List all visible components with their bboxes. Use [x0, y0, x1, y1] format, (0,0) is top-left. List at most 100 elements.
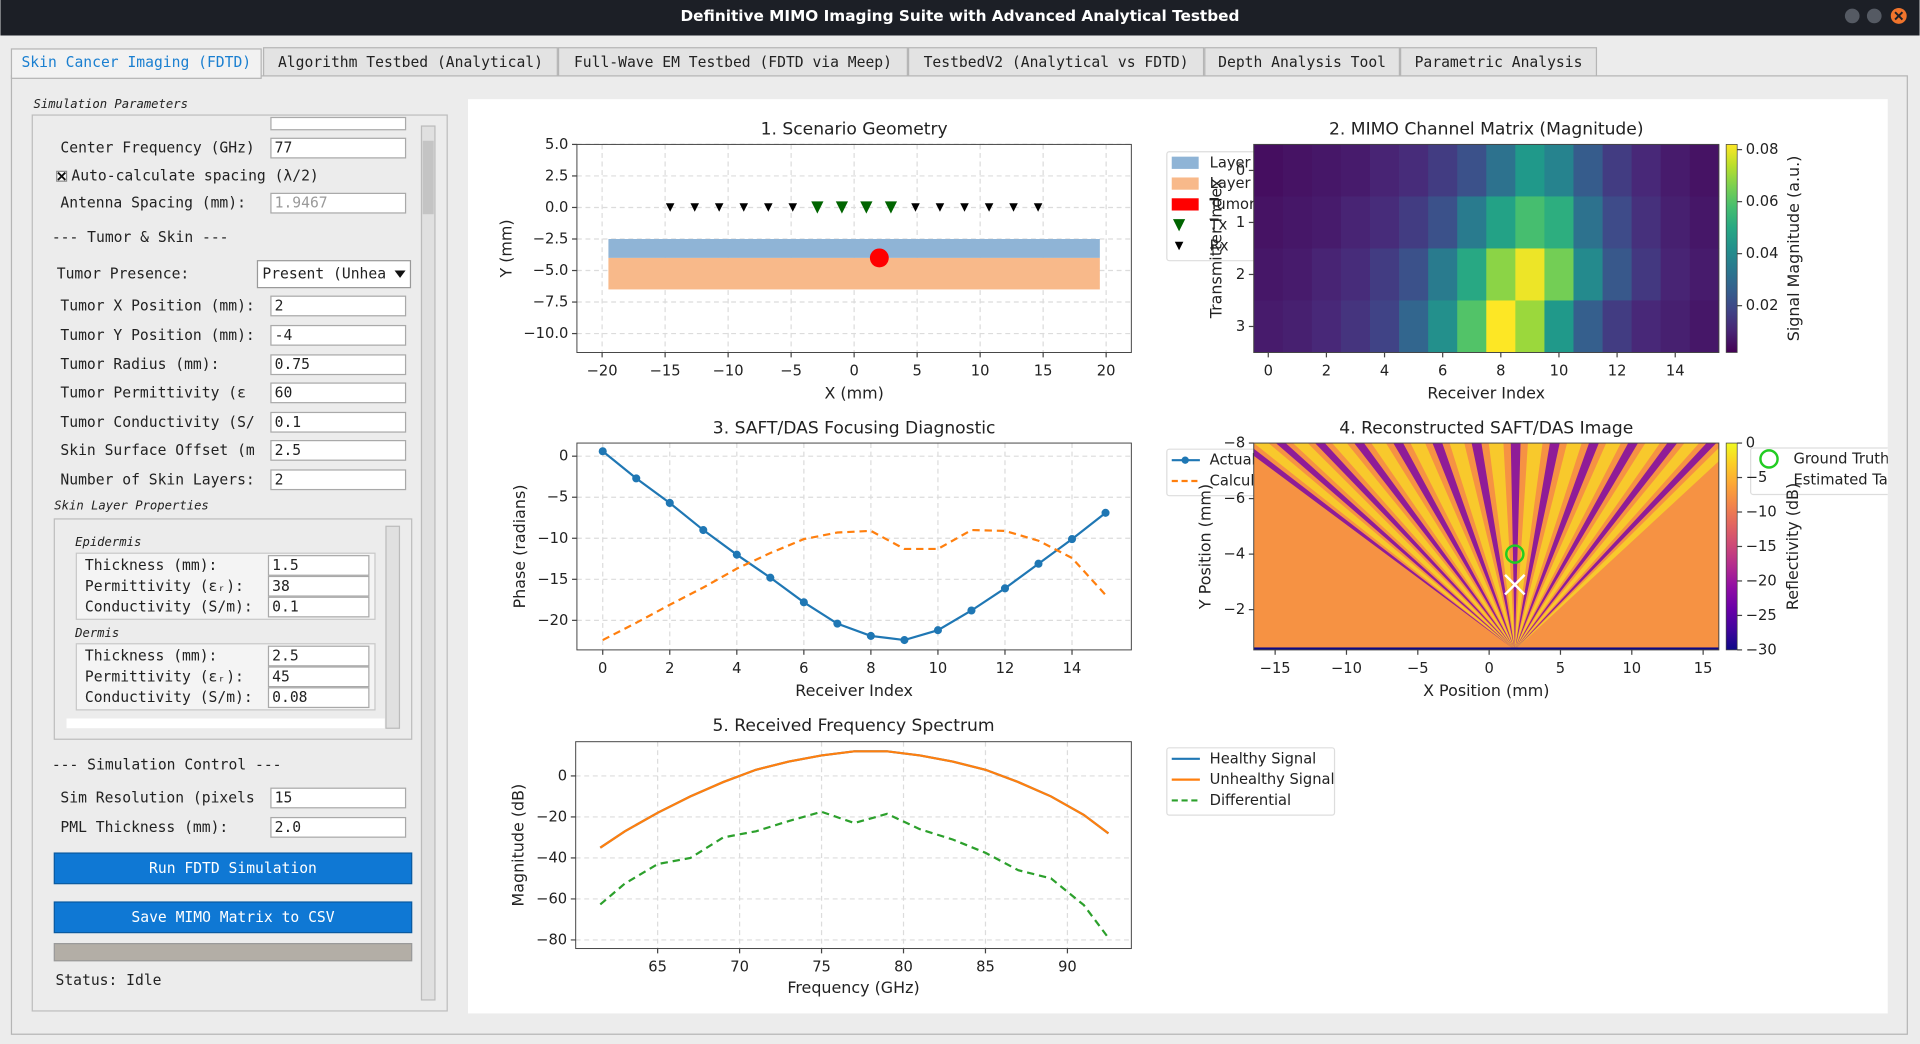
y-tick-label: 0.0	[545, 199, 568, 216]
x-tick-label: −5	[780, 362, 802, 379]
chart: 1. Scenario Geometry X (mm) Y (mm) Layer Lay…	[496, 120, 1266, 402]
text-input[interactable]	[270, 439, 407, 461]
field-value: 0.1	[275, 414, 302, 431]
x-tick-label: 15	[1034, 362, 1053, 379]
tab[interactable]	[557, 47, 908, 77]
scrollbar-thumb[interactable]	[422, 140, 434, 215]
field-value: -4	[275, 327, 293, 344]
text-input[interactable]	[270, 816, 407, 838]
field-label: Antenna Spacing (mm):	[60, 195, 246, 212]
y-tick-label: −60	[536, 890, 567, 907]
heatmap-cell	[1660, 196, 1691, 249]
text-input[interactable]	[270, 354, 407, 376]
heatmap-cell	[1311, 300, 1342, 353]
heatmap-cell	[1282, 300, 1313, 353]
heatmap-cell	[1631, 248, 1662, 301]
tab[interactable]	[262, 47, 558, 77]
rx-marker	[1033, 203, 1043, 212]
legend-marker	[1760, 471, 1778, 488]
field-value: 0.1	[272, 599, 299, 616]
x-tick-label: 5	[912, 362, 921, 379]
ground-truth-marker	[1505, 544, 1525, 564]
dropdown-value: Present (Unhea	[262, 266, 386, 283]
x-tick-label: 12	[1608, 362, 1627, 379]
field-label: Permittivity (εᵣ):	[85, 578, 244, 595]
tab[interactable]	[907, 47, 1205, 77]
text-input[interactable]	[267, 645, 370, 667]
text-input[interactable]	[267, 596, 370, 618]
field-value: 2	[275, 471, 284, 488]
text-input[interactable]	[270, 382, 407, 404]
text-input[interactable]	[270, 787, 407, 809]
image-edge	[1253, 647, 1719, 650]
field-value: 0.75	[275, 356, 310, 373]
chart: 3. SAFT/DAS Focusing Diagnostic Receiver …	[510, 418, 1266, 700]
button-label: Run FDTD Simulation	[149, 860, 317, 877]
heatmap-cell	[1253, 196, 1284, 249]
y-axis-label: Phase (radians)	[510, 485, 529, 609]
heatmap-cell	[1428, 196, 1458, 249]
y-tick-label: −7.5	[533, 294, 569, 311]
text-input[interactable]	[267, 555, 370, 576]
heatmap-cell	[1311, 144, 1342, 197]
field-value: 77	[275, 140, 293, 157]
field-value: 1.9467	[275, 195, 328, 212]
text-input[interactable]	[270, 137, 407, 159]
tx-marker	[835, 201, 849, 214]
text-input[interactable]	[267, 666, 370, 688]
legend-label: Differential	[1210, 792, 1291, 809]
x-tick-label: −10	[713, 362, 744, 379]
y-axis-label: Magnitude (dB)	[509, 784, 528, 907]
series-marker	[866, 631, 875, 640]
text-input[interactable]	[270, 192, 407, 214]
tab-label: Depth Analysis Tool	[1218, 54, 1386, 71]
heatmap-cell	[1515, 144, 1545, 197]
tab[interactable]	[10, 48, 262, 79]
button[interactable]	[53, 852, 413, 885]
legend-label: Rx	[1210, 238, 1229, 255]
tab[interactable]	[1204, 47, 1400, 77]
heatmap-cell	[1486, 248, 1516, 301]
heatmap-cell	[1340, 300, 1371, 353]
text-input[interactable]	[270, 295, 407, 317]
legend-label: Healthy Signal	[1210, 750, 1317, 767]
x-axis-label: X (mm)	[824, 383, 883, 402]
rx-marker	[960, 203, 969, 212]
field-value: 0.08	[272, 689, 307, 706]
axes-frame	[575, 741, 1132, 950]
legend-marker	[1174, 241, 1184, 251]
check-mark	[57, 171, 66, 181]
maximize-button[interactable]	[1866, 8, 1882, 24]
text-input[interactable]	[270, 469, 407, 491]
text-input[interactable]	[267, 687, 370, 709]
text-input[interactable]	[267, 575, 370, 597]
image	[1253, 443, 1719, 650]
tx-marker	[884, 201, 898, 214]
scrollbar[interactable]	[420, 125, 436, 1001]
x-tick-label: 8	[866, 660, 875, 677]
field-label: PML Thickness (mm):	[60, 819, 228, 836]
series-marker	[766, 573, 775, 582]
section-heading: --- Simulation Control ---	[52, 756, 282, 773]
x-tick-label: 12	[996, 660, 1015, 677]
button[interactable]	[53, 901, 413, 934]
text-input[interactable]	[270, 411, 407, 433]
colorbar-label: Reflectivity (dB)	[1783, 483, 1802, 610]
minimize-button[interactable]	[1844, 8, 1860, 24]
skin-layer	[608, 257, 1100, 290]
scrollbar[interactable]	[385, 525, 401, 729]
dropdown[interactable]	[256, 260, 412, 289]
colorbar-tick-label: −10	[1746, 504, 1777, 521]
heatmap-cell	[1399, 248, 1429, 301]
text-input[interactable]	[270, 116, 407, 131]
image-ray	[1514, 443, 1599, 650]
tab[interactable]	[1399, 47, 1598, 77]
x-tick-label: 85	[976, 958, 995, 975]
text-input[interactable]	[270, 324, 407, 346]
heatmap-cell	[1573, 196, 1603, 249]
heatmap-cell	[1544, 248, 1574, 301]
image-ray	[1514, 443, 1621, 650]
y-tick-label: −5	[547, 489, 569, 506]
heatmap-cell	[1689, 144, 1720, 197]
